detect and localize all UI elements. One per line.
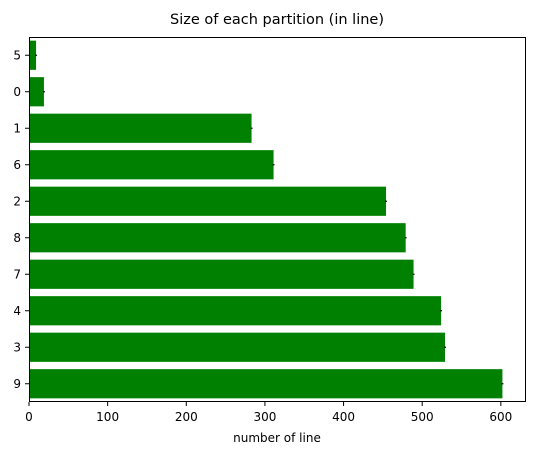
x-tick-label: 100 (96, 410, 119, 424)
bar-2 (29, 186, 387, 216)
bars-group (29, 40, 504, 399)
bar-4 (29, 296, 442, 326)
y-tick-label: 1 (13, 121, 21, 135)
bar-3 (29, 332, 446, 362)
bar-1 (29, 113, 252, 143)
y-tick-label: 8 (13, 231, 21, 245)
y-tick-label: 9 (13, 377, 21, 391)
chart-title: Size of each partition (in line) (170, 12, 384, 28)
y-axis-ticks: 5 0 1 6 2 8 7 4 3 9 (13, 48, 29, 391)
x-tick-label: 0 (25, 410, 33, 424)
x-tick-label: 500 (411, 410, 434, 424)
bar-8 (29, 223, 406, 253)
bar-0 (29, 77, 44, 107)
x-tick-label: 600 (489, 410, 512, 424)
x-axis-label: number of line (233, 431, 321, 445)
y-tick-label: 4 (13, 304, 21, 318)
y-tick-label: 3 (13, 340, 21, 354)
y-tick-label: 5 (13, 48, 21, 62)
bar-5 (29, 40, 37, 70)
bar-7 (29, 259, 414, 289)
x-tick-label: 300 (253, 410, 276, 424)
x-axis-ticks: 0 100 200 300 400 500 600 (25, 402, 512, 424)
bar-6 (29, 150, 274, 180)
y-tick-label: 6 (13, 158, 21, 172)
y-tick-label: 2 (13, 194, 21, 208)
y-tick-label: 7 (13, 267, 21, 281)
x-tick-label: 400 (332, 410, 355, 424)
plot-area-frame (29, 37, 526, 402)
bar-9 (29, 369, 503, 399)
x-tick-label: 200 (175, 410, 198, 424)
y-tick-label: 0 (13, 85, 21, 99)
